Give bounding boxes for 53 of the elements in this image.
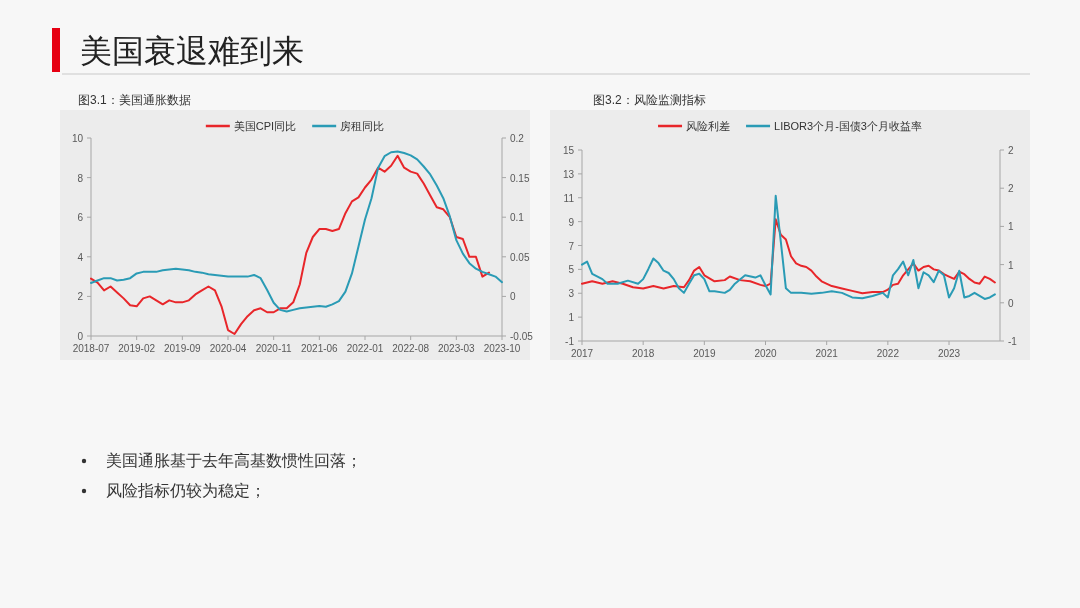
y-tick-label: 3 bbox=[568, 288, 575, 300]
y2-tick-label: -1 bbox=[1008, 336, 1018, 347]
y-tick-label: 5 bbox=[568, 264, 575, 276]
y-tick-label: 13 bbox=[562, 168, 575, 180]
y-tick-label: 6 bbox=[77, 212, 84, 224]
x-tick-label: 2023-03 bbox=[437, 343, 476, 354]
y2-tick-label: 0.15 bbox=[510, 172, 530, 184]
y-tick-label: 1 bbox=[568, 312, 575, 324]
y-tick-label: 11 bbox=[563, 192, 575, 204]
y-tick-label: 0 bbox=[77, 331, 84, 342]
legend-label: 风险利差 bbox=[686, 120, 731, 132]
x-tick-label: 2023 bbox=[937, 348, 961, 359]
y-tick-label: 9 bbox=[568, 216, 575, 228]
chart-title: 图3.1：美国通胀数据 bbox=[78, 93, 191, 107]
y-tick-label: 15 bbox=[562, 145, 575, 156]
x-tick-label: 2019-02 bbox=[118, 343, 156, 354]
x-tick-label: 2022 bbox=[876, 348, 900, 359]
legend-label: 房租同比 bbox=[340, 120, 385, 132]
y2-tick-label: 0.05 bbox=[510, 251, 530, 263]
x-tick-label: 2018 bbox=[632, 348, 655, 359]
y2-tick-label: 2 bbox=[1008, 145, 1014, 156]
y2-tick-label: 0 bbox=[1008, 297, 1014, 309]
x-tick-label: 2017 bbox=[570, 348, 594, 359]
y2-tick-label: -0.05 bbox=[510, 331, 534, 342]
y-tick-label: 4 bbox=[77, 251, 84, 263]
y2-tick-label: 0 bbox=[510, 291, 516, 303]
y2-tick-label: 1 bbox=[1008, 221, 1014, 233]
y-tick-label: 7 bbox=[568, 240, 575, 252]
x-tick-label: 2019 bbox=[693, 348, 716, 359]
text: 美国衰退难到来 bbox=[80, 33, 304, 69]
y-tick-label: 2 bbox=[77, 291, 84, 303]
x-tick-label: 2018-07 bbox=[72, 343, 110, 354]
legend-label: 美国CPI同比 bbox=[233, 120, 297, 132]
y-tick-label: -1 bbox=[565, 336, 575, 347]
y-tick-label: 8 bbox=[77, 172, 84, 184]
x-tick-label: 2019-09 bbox=[163, 343, 202, 354]
x-tick-label: 2022-01 bbox=[346, 343, 384, 354]
x-tick-label: 2022-08 bbox=[392, 343, 430, 354]
x-tick-label: 2021-06 bbox=[300, 343, 339, 354]
x-tick-label: 2020 bbox=[754, 348, 778, 359]
y2-tick-label: 1 bbox=[1008, 259, 1014, 271]
y2-tick-label: 0.1 bbox=[510, 212, 525, 224]
x-tick-label: 2020-04 bbox=[209, 343, 247, 354]
y2-tick-label: 2 bbox=[1008, 183, 1014, 195]
x-tick-label: 2020-11 bbox=[255, 343, 293, 354]
y2-tick-label: 0.2 bbox=[510, 133, 525, 144]
text: 风险指标仍较为稳定； bbox=[106, 482, 266, 499]
text: 美国通胀基于去年高基数惯性回落； bbox=[106, 452, 362, 469]
x-tick-label: 2021 bbox=[815, 348, 839, 359]
legend-label: LIBOR3个月-国债3个月收益率 bbox=[774, 120, 922, 132]
y-tick-label: 10 bbox=[71, 133, 84, 144]
chart-title: 图3.2：风险监测指标 bbox=[593, 93, 706, 107]
x-tick-label: 2023-10 bbox=[483, 343, 521, 354]
